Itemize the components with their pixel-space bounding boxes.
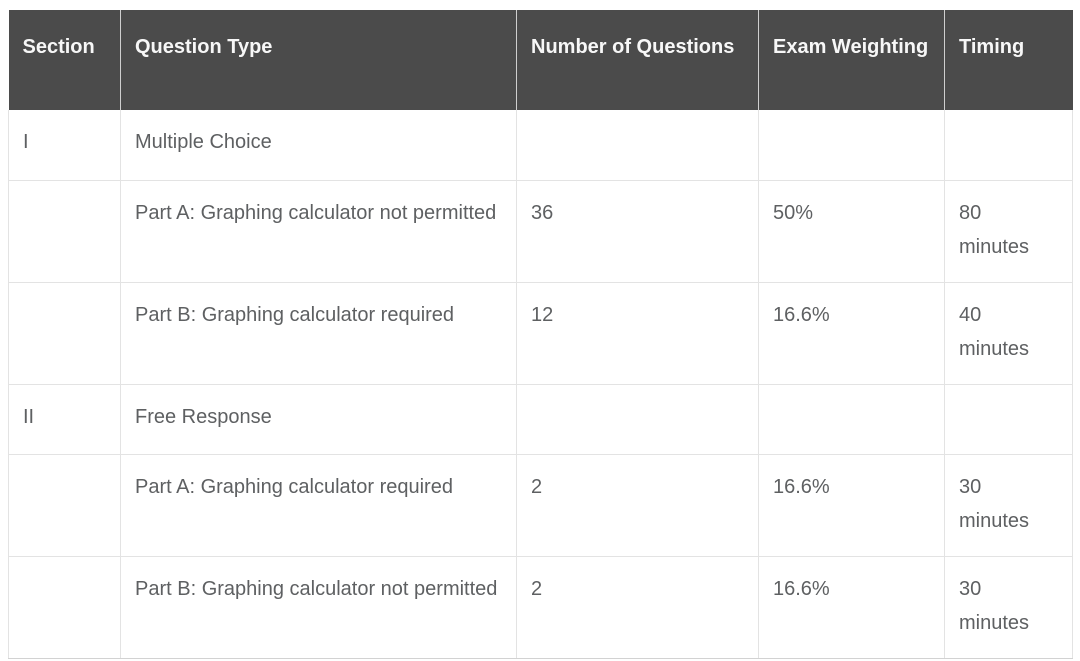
cell-exam-weighting <box>758 383 945 455</box>
cell-timing <box>944 110 1073 181</box>
cell-exam-weighting: 16.6% <box>758 453 945 557</box>
cell-exam-weighting: 16.6% <box>758 555 945 659</box>
cell-num-questions: 2 <box>516 555 759 659</box>
column-header-exam-weighting: Exam Weighting <box>758 10 945 110</box>
header-row: Section Question Type Number of Question… <box>8 10 1073 110</box>
cell-section <box>8 555 121 659</box>
cell-question-type: Part A: Graphing calculator not permitte… <box>120 179 517 283</box>
cell-exam-weighting: 16.6% <box>758 281 945 385</box>
column-header-number-of-questions: Number of Questions <box>516 10 759 110</box>
table-row-section-1-part-b: Part B: Graphing calculator required 12 … <box>8 281 1073 385</box>
exam-structure-table: Section Question Type Number of Question… <box>8 10 1073 659</box>
cell-timing: 80 minutes <box>944 179 1073 283</box>
cell-num-questions <box>516 110 759 181</box>
table-body: I Multiple Choice Part A: Graphing calcu… <box>8 110 1073 659</box>
column-header-timing: Timing <box>944 10 1073 110</box>
cell-question-type: Part B: Graphing calculator not permitte… <box>120 555 517 659</box>
table-row-section-2-part-a: Part A: Graphing calculator required 2 1… <box>8 453 1073 557</box>
cell-exam-weighting <box>758 110 945 181</box>
column-header-question-type: Question Type <box>120 10 517 110</box>
cell-num-questions <box>516 383 759 455</box>
cell-num-questions: 36 <box>516 179 759 283</box>
table-header: Section Question Type Number of Question… <box>8 10 1073 110</box>
table-row-section-1-part-a: Part A: Graphing calculator not permitte… <box>8 179 1073 283</box>
table-row-section-1: I Multiple Choice <box>8 110 1073 181</box>
cell-question-type: Multiple Choice <box>120 110 517 181</box>
table-row-section-2: II Free Response <box>8 383 1073 455</box>
cell-section <box>8 179 121 283</box>
column-header-section: Section <box>8 10 121 110</box>
cell-section <box>8 453 121 557</box>
cell-timing: 30 minutes <box>944 555 1073 659</box>
table-row-section-2-part-b: Part B: Graphing calculator not permitte… <box>8 555 1073 659</box>
cell-question-type: Part A: Graphing calculator required <box>120 453 517 557</box>
cell-section: II <box>8 383 121 455</box>
cell-section: I <box>8 110 121 181</box>
cell-question-type: Part B: Graphing calculator required <box>120 281 517 385</box>
cell-num-questions: 2 <box>516 453 759 557</box>
cell-timing <box>944 383 1073 455</box>
cell-timing: 30 minutes <box>944 453 1073 557</box>
cell-section <box>8 281 121 385</box>
cell-timing: 40 minutes <box>944 281 1073 385</box>
cell-question-type: Free Response <box>120 383 517 455</box>
cell-num-questions: 12 <box>516 281 759 385</box>
cell-exam-weighting: 50% <box>758 179 945 283</box>
